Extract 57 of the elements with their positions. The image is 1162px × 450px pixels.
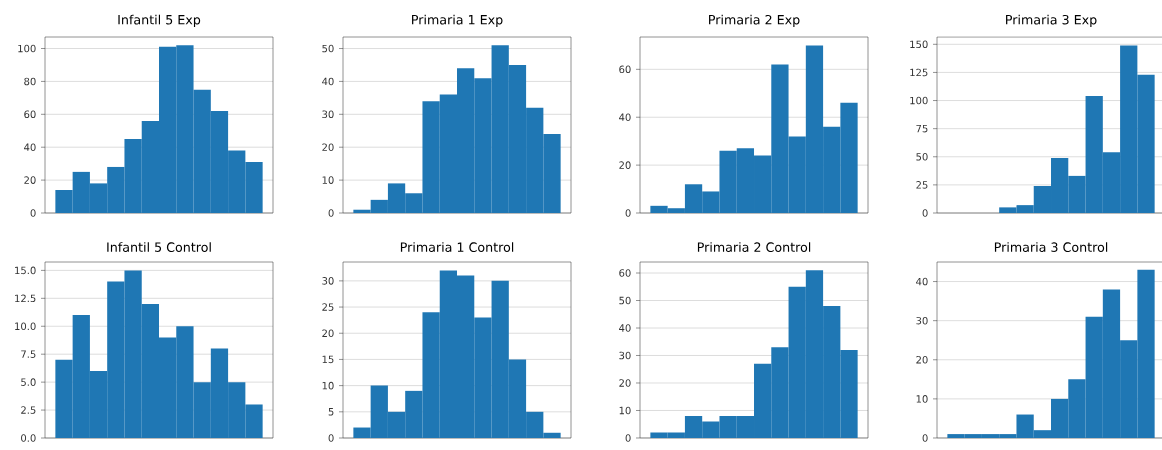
y-tick-label: 50 bbox=[322, 44, 334, 53]
y-tick-label: 40 bbox=[322, 77, 334, 86]
y-tick-label: 0 bbox=[30, 209, 36, 217]
y-tick-label: 60 bbox=[619, 269, 631, 277]
y-tick-label: 30 bbox=[619, 351, 631, 360]
chart-title: Primaria 2 Exp bbox=[709, 14, 800, 27]
y-tick-label: 50 bbox=[619, 296, 631, 305]
y-tick-label: 125 bbox=[910, 68, 928, 77]
y-tick-label: 15 bbox=[322, 355, 334, 364]
chart-title: Primaria 3 Control bbox=[994, 242, 1108, 252]
y-tick-label: 60 bbox=[24, 110, 36, 119]
y-tick-label: 150 bbox=[910, 40, 928, 49]
y-tick-label: 0 bbox=[625, 209, 631, 217]
y-tick-label: 2.5 bbox=[21, 406, 36, 414]
y-tick-label: 0 bbox=[328, 209, 334, 217]
y-tick-label: 15.0 bbox=[15, 266, 36, 275]
y-tick-label: 10 bbox=[619, 406, 631, 415]
y-tick-label: 0 bbox=[328, 434, 334, 442]
y-tick-label: 10.0 bbox=[15, 322, 36, 331]
y-tick-label: 0 bbox=[625, 434, 631, 442]
y-tick-label: 80 bbox=[24, 77, 36, 86]
y-tick-label: 100 bbox=[910, 96, 928, 105]
y-tick-label: 12.5 bbox=[15, 294, 36, 303]
y-tick-label: 20 bbox=[322, 329, 334, 338]
y-tick-label: 0 bbox=[922, 209, 928, 217]
y-tick-label: 75 bbox=[916, 124, 928, 133]
y-tick-label: 30 bbox=[916, 316, 928, 325]
y-tick-label: 20 bbox=[619, 379, 631, 387]
y-tick-label: 50 bbox=[916, 152, 928, 161]
y-tick-label: 10 bbox=[322, 381, 334, 390]
y-tick-label: 30 bbox=[322, 110, 334, 119]
y-tick-label: 40 bbox=[619, 324, 631, 332]
y-tick-label: 25 bbox=[322, 303, 334, 311]
chart-title: Primaria 1 Control bbox=[400, 242, 514, 252]
y-tick-label: 20 bbox=[619, 161, 631, 169]
y-tick-label: 0 bbox=[922, 434, 928, 442]
chart-title: Primaria 3 Exp bbox=[1006, 14, 1097, 27]
chart-title: Infantil 5 Control bbox=[107, 242, 211, 252]
y-tick-label: 20 bbox=[916, 355, 928, 364]
y-tick-label: 100 bbox=[18, 44, 36, 53]
y-tick-label: 10 bbox=[322, 176, 334, 184]
y-tick-label: 7.5 bbox=[21, 350, 36, 358]
chart-title: Primaria 1 Exp bbox=[412, 14, 503, 27]
chart-title: Primaria 2 Control bbox=[697, 242, 811, 252]
y-tick-label: 40 bbox=[916, 277, 928, 286]
chart-title: Infantil 5 Exp bbox=[118, 14, 201, 27]
y-tick-label: 0.0 bbox=[21, 434, 36, 442]
y-tick-label: 40 bbox=[619, 113, 631, 122]
y-tick-label: 20 bbox=[322, 143, 334, 151]
y-tick-label: 10 bbox=[916, 395, 928, 403]
y-tick-label: 30 bbox=[322, 277, 334, 285]
y-tick-label: 25 bbox=[916, 181, 928, 189]
y-tick-label: 5 bbox=[328, 408, 334, 416]
y-tick-label: 5.0 bbox=[21, 378, 36, 386]
y-tick-label: 40 bbox=[24, 143, 36, 151]
y-tick-label: 20 bbox=[24, 176, 36, 184]
y-tick-label: 60 bbox=[619, 65, 631, 74]
